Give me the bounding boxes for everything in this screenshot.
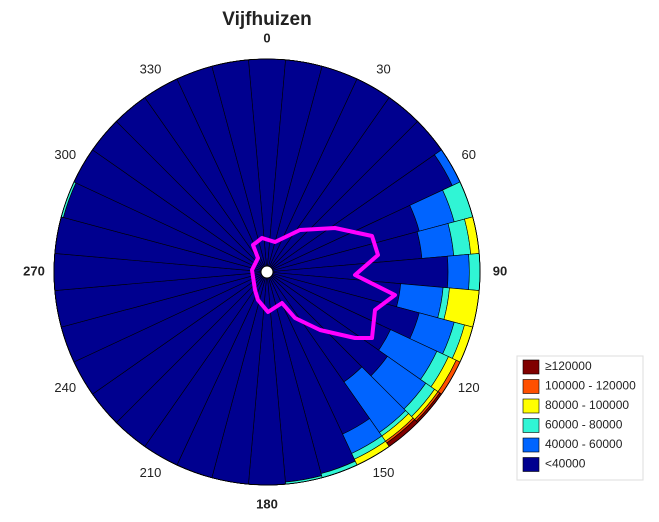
legend-label: 40000 - 60000 (545, 437, 623, 451)
angle-tick-label: 0 (263, 30, 270, 45)
legend-swatch (522, 418, 540, 433)
legend-swatch (522, 437, 540, 453)
angle-tick-label: 60 (462, 147, 476, 162)
angle-tick-label: 330 (140, 62, 162, 77)
legend-label: 100000 - 120000 (545, 379, 636, 393)
legend-swatch (522, 398, 540, 414)
angle-tick-label: 240 (54, 380, 76, 395)
legend-label: 80000 - 100000 (545, 398, 629, 412)
chart-title: Vijfhuizen (222, 9, 311, 30)
sector-segment (447, 254, 470, 290)
angle-tick-label: 150 (373, 465, 395, 480)
outer-ring (53, 58, 481, 486)
sector-segment (468, 253, 481, 291)
angle-tick-label: 120 (458, 380, 480, 395)
legend-label: 60000 - 80000 (545, 418, 623, 432)
center-marker (260, 265, 274, 279)
town-outline (250, 226, 397, 340)
angle-tick-label: 30 (376, 62, 390, 77)
angle-tick-label: 300 (54, 147, 76, 162)
legend-swatch (522, 457, 540, 472)
legend-swatch (522, 359, 540, 375)
legend-swatch (522, 379, 540, 394)
angle-tick-label: 210 (140, 465, 162, 480)
angle-tick-label: 180 (256, 496, 278, 511)
angle-tick-label: 90 (493, 263, 507, 278)
legend-label: ≥120000 (545, 359, 592, 373)
angle-tick-label: 270 (23, 263, 45, 278)
legend-label: <40000 (545, 457, 586, 471)
